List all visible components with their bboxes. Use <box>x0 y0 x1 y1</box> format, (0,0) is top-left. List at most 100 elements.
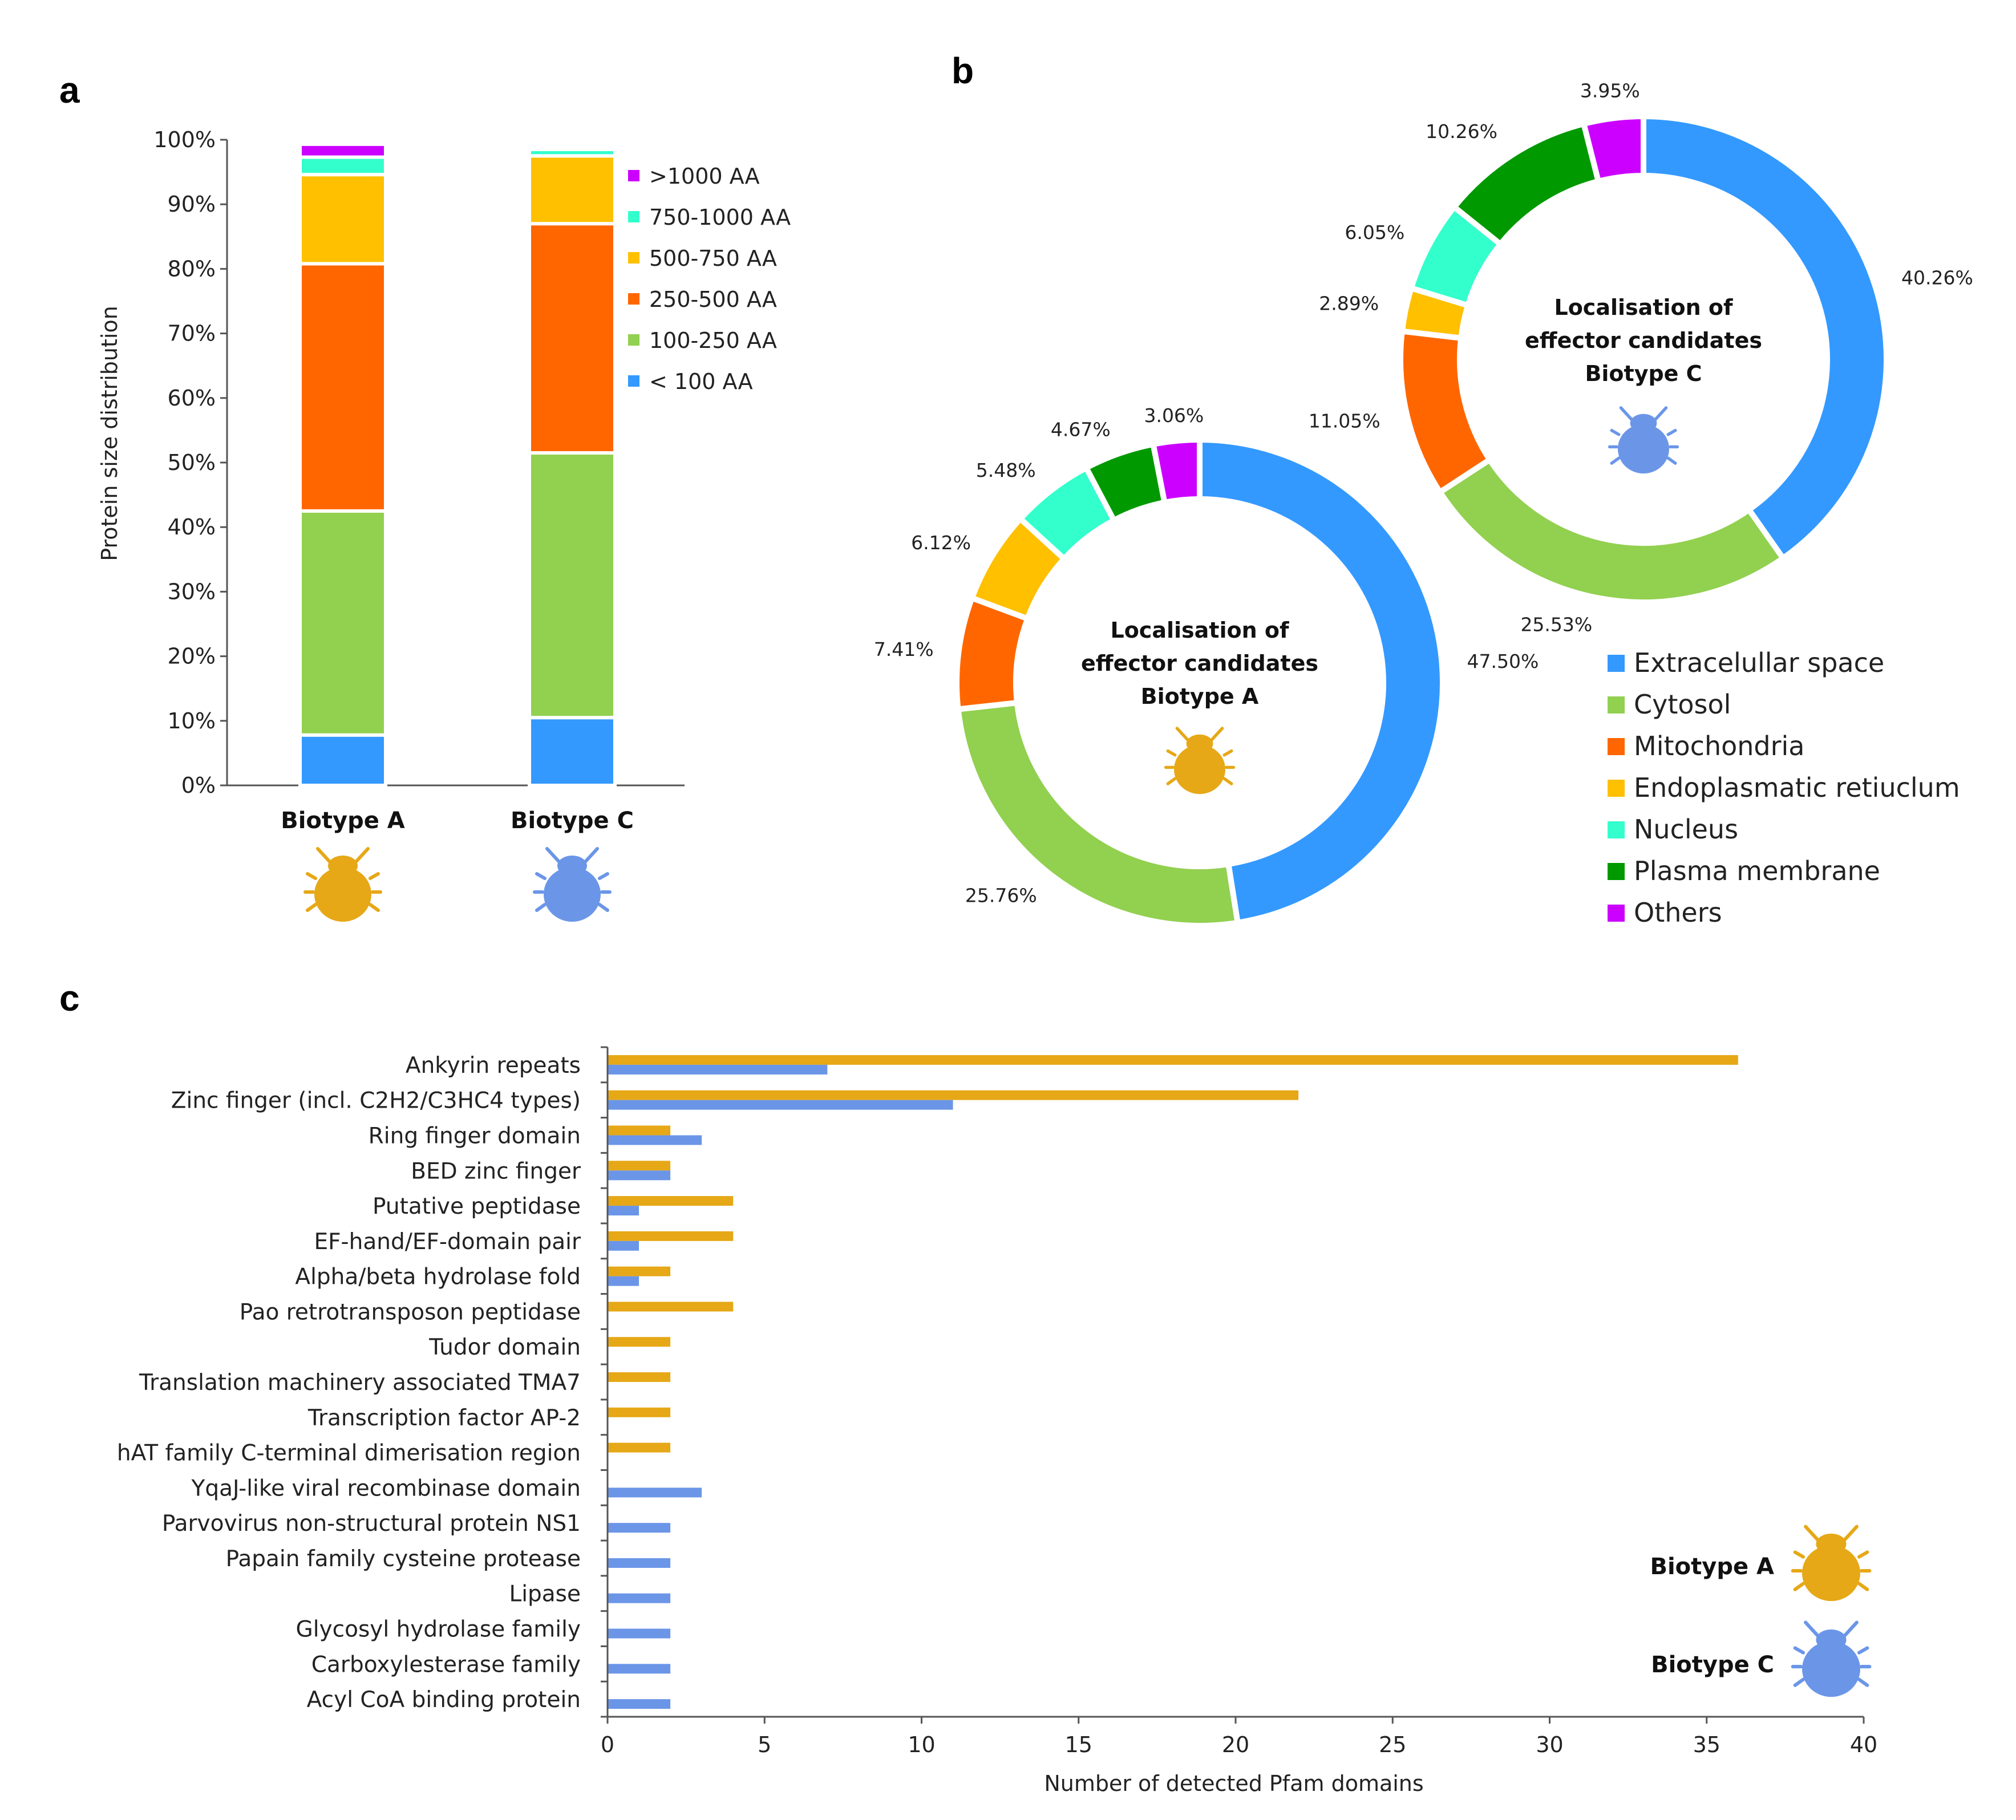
y-tick-label: 90% <box>168 192 216 217</box>
x-tick-label: 10 <box>908 1732 935 1757</box>
panel-label-a: a <box>59 70 80 111</box>
y-tick-label: 70% <box>168 321 216 346</box>
legend-swatch-extracelullar-space <box>1608 655 1625 672</box>
legend-label-biotype-c: Biotype C <box>1651 1652 1774 1678</box>
bar-biotype-c-ef-hand-ef-domain-pair <box>608 1241 639 1251</box>
donut-slice-mitochondria <box>1398 328 1494 496</box>
bar-biotype-c-ring-finger-domain <box>608 1135 702 1145</box>
legend-label-cytosol: Cytosol <box>1634 689 1731 720</box>
y-tick-label: 100% <box>153 127 216 152</box>
slice-label-plasma-membrane: 10.26% <box>1426 120 1497 143</box>
legend-swatch-others <box>1608 905 1625 922</box>
bar-biotype-c-carboxylesterase-family <box>608 1664 671 1674</box>
legend-label-extracelullar-space: Extracelullar space <box>1634 647 1884 678</box>
category-label: Transcription factor AP-2 <box>307 1405 581 1431</box>
legend-swatch-100-250-aa <box>628 334 639 346</box>
donut-slice-extracelullar-space <box>1197 436 1446 926</box>
legend-swatch-500-750-aa <box>628 252 639 264</box>
slice-label-cytosol: 25.76% <box>965 885 1037 907</box>
category-label: Carboxylesterase family <box>311 1652 581 1677</box>
x-axis-label: Number of detected Pfam domains <box>1044 1771 1423 1796</box>
legend-swatch-nucleus <box>1608 821 1625 838</box>
slice-label-nucleus: 6.05% <box>1345 221 1404 244</box>
legend-label-1000-aa: >1000 AA <box>649 164 760 189</box>
x-tick-label: 5 <box>758 1732 771 1757</box>
x-tick-label: 35 <box>1693 1732 1721 1757</box>
bar-segment-biotype-c-100-aa <box>528 716 617 788</box>
category-label: Pao retrotransposon peptidase <box>240 1299 581 1325</box>
x-tick-label: 0 <box>601 1732 614 1757</box>
bar-segment-biotype-c-500-750-aa <box>528 154 617 226</box>
slice-label-mitochondria: 7.41% <box>874 638 934 660</box>
category-label: Ankyrin repeats <box>406 1053 581 1079</box>
slice-label-extracelullar-space: 47.50% <box>1467 650 1539 672</box>
bar-biotype-a-pao-retrotransposon-peptidase <box>608 1302 734 1312</box>
x-tick-label: 25 <box>1379 1732 1406 1757</box>
bar-biotype-a-bed-zinc-finger <box>608 1161 671 1171</box>
legend-label-750-1000-aa: 750-1000 AA <box>649 205 791 230</box>
slice-label-nucleus: 5.48% <box>976 459 1036 481</box>
y-tick-label: 80% <box>168 256 216 281</box>
bar-segment-biotype-c-250-500-aa <box>528 222 617 455</box>
y-tick-label: 60% <box>168 386 216 411</box>
slice-label-cytosol: 25.53% <box>1520 613 1592 635</box>
bar-biotype-c-putative-peptidase <box>608 1206 639 1216</box>
bug-icon <box>305 849 380 922</box>
bar-biotype-a-ring-finger-domain <box>608 1125 671 1136</box>
legend-label-500-750-aa: 500-750 AA <box>649 246 777 271</box>
bar-biotype-c-glycosyl-hydrolase-family <box>608 1628 671 1639</box>
y-tick-label: 0% <box>181 773 216 798</box>
category-label: Parvovirus non-structural protein NS1 <box>162 1511 581 1537</box>
category-label: BED zinc finger <box>411 1158 581 1184</box>
category-label: Glycosyl hydrolase family <box>296 1617 581 1643</box>
donut-slice-others <box>1580 113 1646 185</box>
donut-center-title: Localisation of <box>1110 618 1289 643</box>
legend-label-250-500-aa: 250-500 AA <box>649 287 777 312</box>
category-label-biotype-c: Biotype C <box>511 808 634 834</box>
category-label: Putative peptidase <box>373 1194 581 1219</box>
y-axis-label: Protein size distribution <box>97 306 122 561</box>
legend-label-endoplasmatic-retiuclum: Endoplasmatic retiuclum <box>1634 772 1960 803</box>
y-tick-label: 40% <box>168 514 216 540</box>
bar-biotype-c-alpha-beta-hydrolase-fold <box>608 1276 639 1286</box>
donut-center-title: Localisation of <box>1554 295 1732 320</box>
bar-biotype-a-transcription-factor-ap-2 <box>608 1407 671 1417</box>
donut-slice-extracelullar-space <box>1641 113 1889 562</box>
donut-slice-cytosol <box>955 699 1241 929</box>
category-label: Zinc finger (incl. C2H2/C3HC4 types) <box>171 1088 581 1114</box>
category-label: Lipase <box>509 1582 581 1607</box>
legend-swatch-mitochondria <box>1608 738 1625 755</box>
bug-icon <box>1793 1623 1870 1697</box>
bar-biotype-a-zinc-finger-incl-c2h2-c3hc4-types <box>608 1090 1299 1100</box>
legend-label-100-250-aa: 100-250 AA <box>649 328 777 353</box>
x-tick-label: 40 <box>1850 1732 1877 1757</box>
donut-center-title: effector candidates <box>1525 328 1762 353</box>
y-tick-label: 20% <box>168 644 216 669</box>
bug-icon <box>1166 728 1234 794</box>
bar-biotype-c-yqaj-like-viral-recombinase-domain <box>608 1487 702 1498</box>
legend-label-biotype-a: Biotype A <box>1650 1554 1774 1580</box>
donut-center-title: Biotype C <box>1585 361 1702 386</box>
x-tick-label: 20 <box>1222 1732 1249 1757</box>
bar-biotype-a-ankyrin-repeats <box>608 1055 1738 1065</box>
category-label: Tudor domain <box>428 1335 581 1360</box>
stacked-bar-chart: 0% 10% 20% 30% 40% 50% 60% 70% 80% 90% 100% >1000 … <box>97 127 791 922</box>
bar-segment-biotype-a-750-1000-aa <box>298 155 387 177</box>
bar-biotype-a-tudor-domain <box>608 1337 671 1347</box>
bar-biotype-a-alpha-beta-hydrolase-fold <box>608 1266 671 1276</box>
slice-label-extracelullar-space: 40.26% <box>1901 266 1973 289</box>
category-label: EF-hand/EF-domain pair <box>314 1229 581 1255</box>
slice-label-endoplasmatic-retiuclum: 2.89% <box>1319 293 1379 315</box>
slice-label-endoplasmatic-retiuclum: 6.12% <box>911 532 971 554</box>
legend-swatch-1000-aa <box>628 170 639 181</box>
bar-segment-biotype-a-1000-aa <box>298 142 387 159</box>
category-label: Ring finger domain <box>369 1123 581 1149</box>
legend-swatch-250-500-aa <box>628 293 639 305</box>
bar-biotype-c-acyl-coa-binding-protein <box>608 1699 671 1709</box>
category-label-biotype-a: Biotype A <box>281 808 405 834</box>
slice-label-others: 3.95% <box>1580 80 1640 102</box>
slice-label-plasma-membrane: 4.67% <box>1051 419 1111 441</box>
horizontal-bar-chart: Ankyrin repeats Zinc finger (incl. C2H2/C… <box>117 1046 1877 1796</box>
y-tick-label: 10% <box>168 708 216 733</box>
legend-swatch-100-aa <box>628 375 639 387</box>
